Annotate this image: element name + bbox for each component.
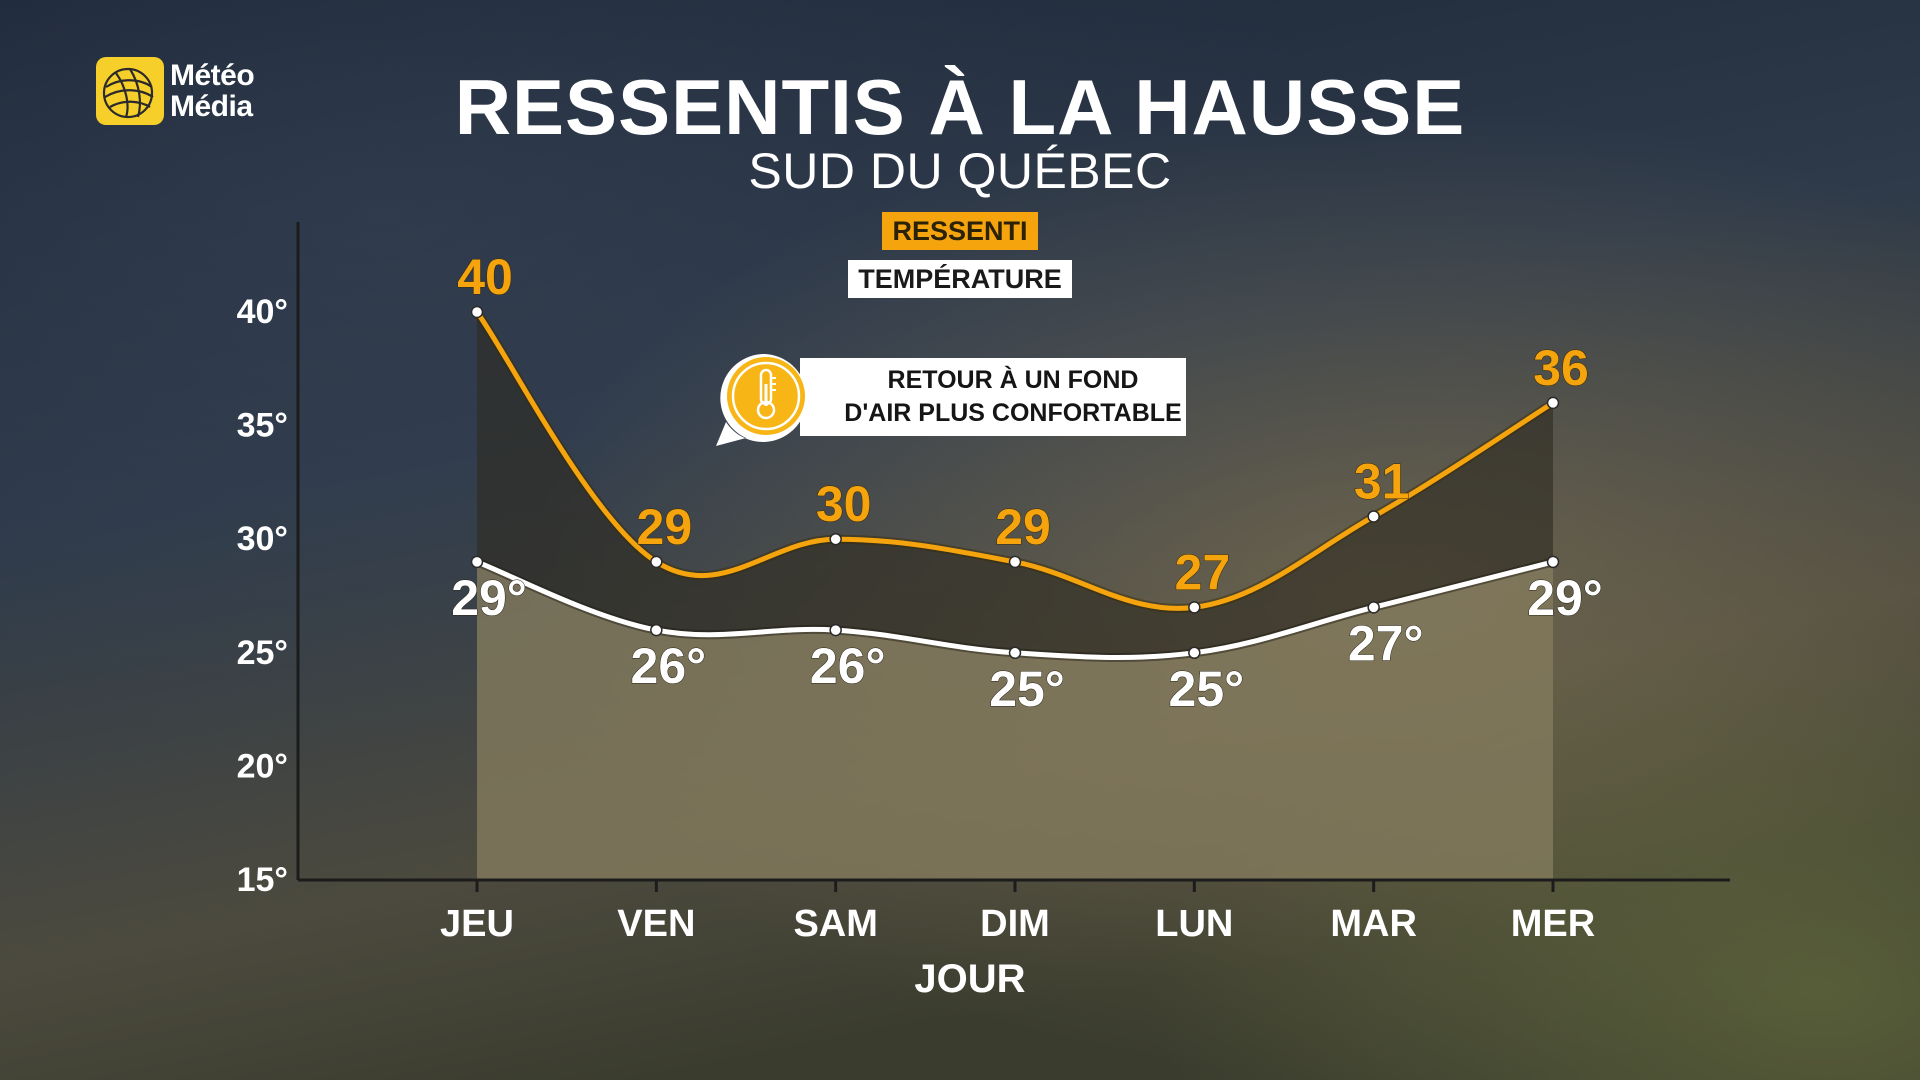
temperature-point (1546, 555, 1560, 569)
legend-ressenti-label: RESSENTI (882, 212, 1038, 250)
globe-icon (96, 57, 164, 125)
x-tick-label: DIM (980, 903, 1050, 945)
ressenti-point (1008, 555, 1022, 569)
thermometer-icon (716, 354, 807, 446)
x-tick-label: LUN (1155, 903, 1233, 945)
ressenti-point (1546, 396, 1560, 410)
y-tick-label: 40° (237, 293, 288, 331)
temperature-point (1008, 646, 1022, 660)
ressenti-point (1188, 601, 1201, 614)
temperature-data-label: 29° (1527, 570, 1603, 626)
temperature-point (470, 555, 484, 569)
temperature-area (477, 561, 1553, 880)
ressenti-data-label: 29 (995, 499, 1051, 555)
temperature-data-label: 27° (1348, 615, 1424, 671)
legend-temperature: TEMPÉRATURE (0, 260, 1920, 298)
x-tick-label: VEN (617, 903, 695, 945)
temperature-data-label: 25° (989, 661, 1065, 717)
ressenti-point (470, 305, 484, 319)
x-tick-label: JEU (440, 903, 514, 945)
brand-name: Météo Média (170, 59, 255, 123)
y-tick-label: 30° (237, 520, 288, 558)
y-tick-label: 35° (237, 407, 288, 445)
legend-temperature-label: TEMPÉRATURE (848, 260, 1072, 298)
ressenti-data-label: 36 (1533, 340, 1589, 396)
page-title: RESSENTIS À LA HAUSSE (454, 63, 1466, 151)
callout-text: RETOUR À UN FOND D'AIR PLUS CONFORTABLE (800, 358, 1186, 436)
temperature-data-label: 26° (631, 638, 707, 694)
temperature-point (1188, 646, 1201, 660)
x-axis-title: JOUR (914, 957, 1025, 1001)
y-tick-label: 15° (237, 861, 288, 899)
x-tick-label: MER (1511, 903, 1595, 945)
temperature-point (1367, 601, 1380, 614)
temperature-data-label: 25° (1169, 661, 1245, 717)
ressenti-point (829, 532, 842, 546)
temperature-data-label: 26° (810, 638, 886, 694)
y-tick-label: 25° (237, 634, 288, 672)
chart-plot: 15° 20° 25° 30° 35° 40° JEU VEN SAM DIM LUN MAR MER J… (237, 222, 1730, 1001)
ressenti-data-label: 31 (1354, 453, 1410, 509)
x-tick-label: MAR (1330, 903, 1417, 945)
ressenti-data-label: 30 (816, 476, 872, 532)
callout: RETOUR À UN FOND D'AIR PLUS CONFORTABLE (716, 350, 1186, 480)
temperature-point (650, 623, 663, 637)
x-tick-label: SAM (793, 903, 877, 945)
temperature-point (829, 623, 842, 637)
ressenti-data-label: 29 (637, 499, 693, 555)
legend-ressenti: RESSENTI (0, 212, 1920, 250)
temperature-data-label: 29° (451, 570, 527, 626)
ressenti-data-label: 40 (457, 249, 513, 305)
ressenti-point (1367, 510, 1380, 523)
callout-line2: D'AIR PLUS CONFORTABLE (844, 399, 1182, 427)
brand-line1: Météo (170, 59, 255, 92)
brand-line2: Média (170, 90, 253, 123)
meteomedia-logo: Météo Média (96, 56, 255, 126)
page-subtitle: SUD DU QUÉBEC (748, 143, 1172, 199)
callout-line1: RETOUR À UN FOND (887, 366, 1139, 394)
ressenti-data-label: 27 (1175, 544, 1231, 600)
ressenti-point (650, 555, 663, 569)
y-tick-label: 20° (237, 747, 288, 785)
